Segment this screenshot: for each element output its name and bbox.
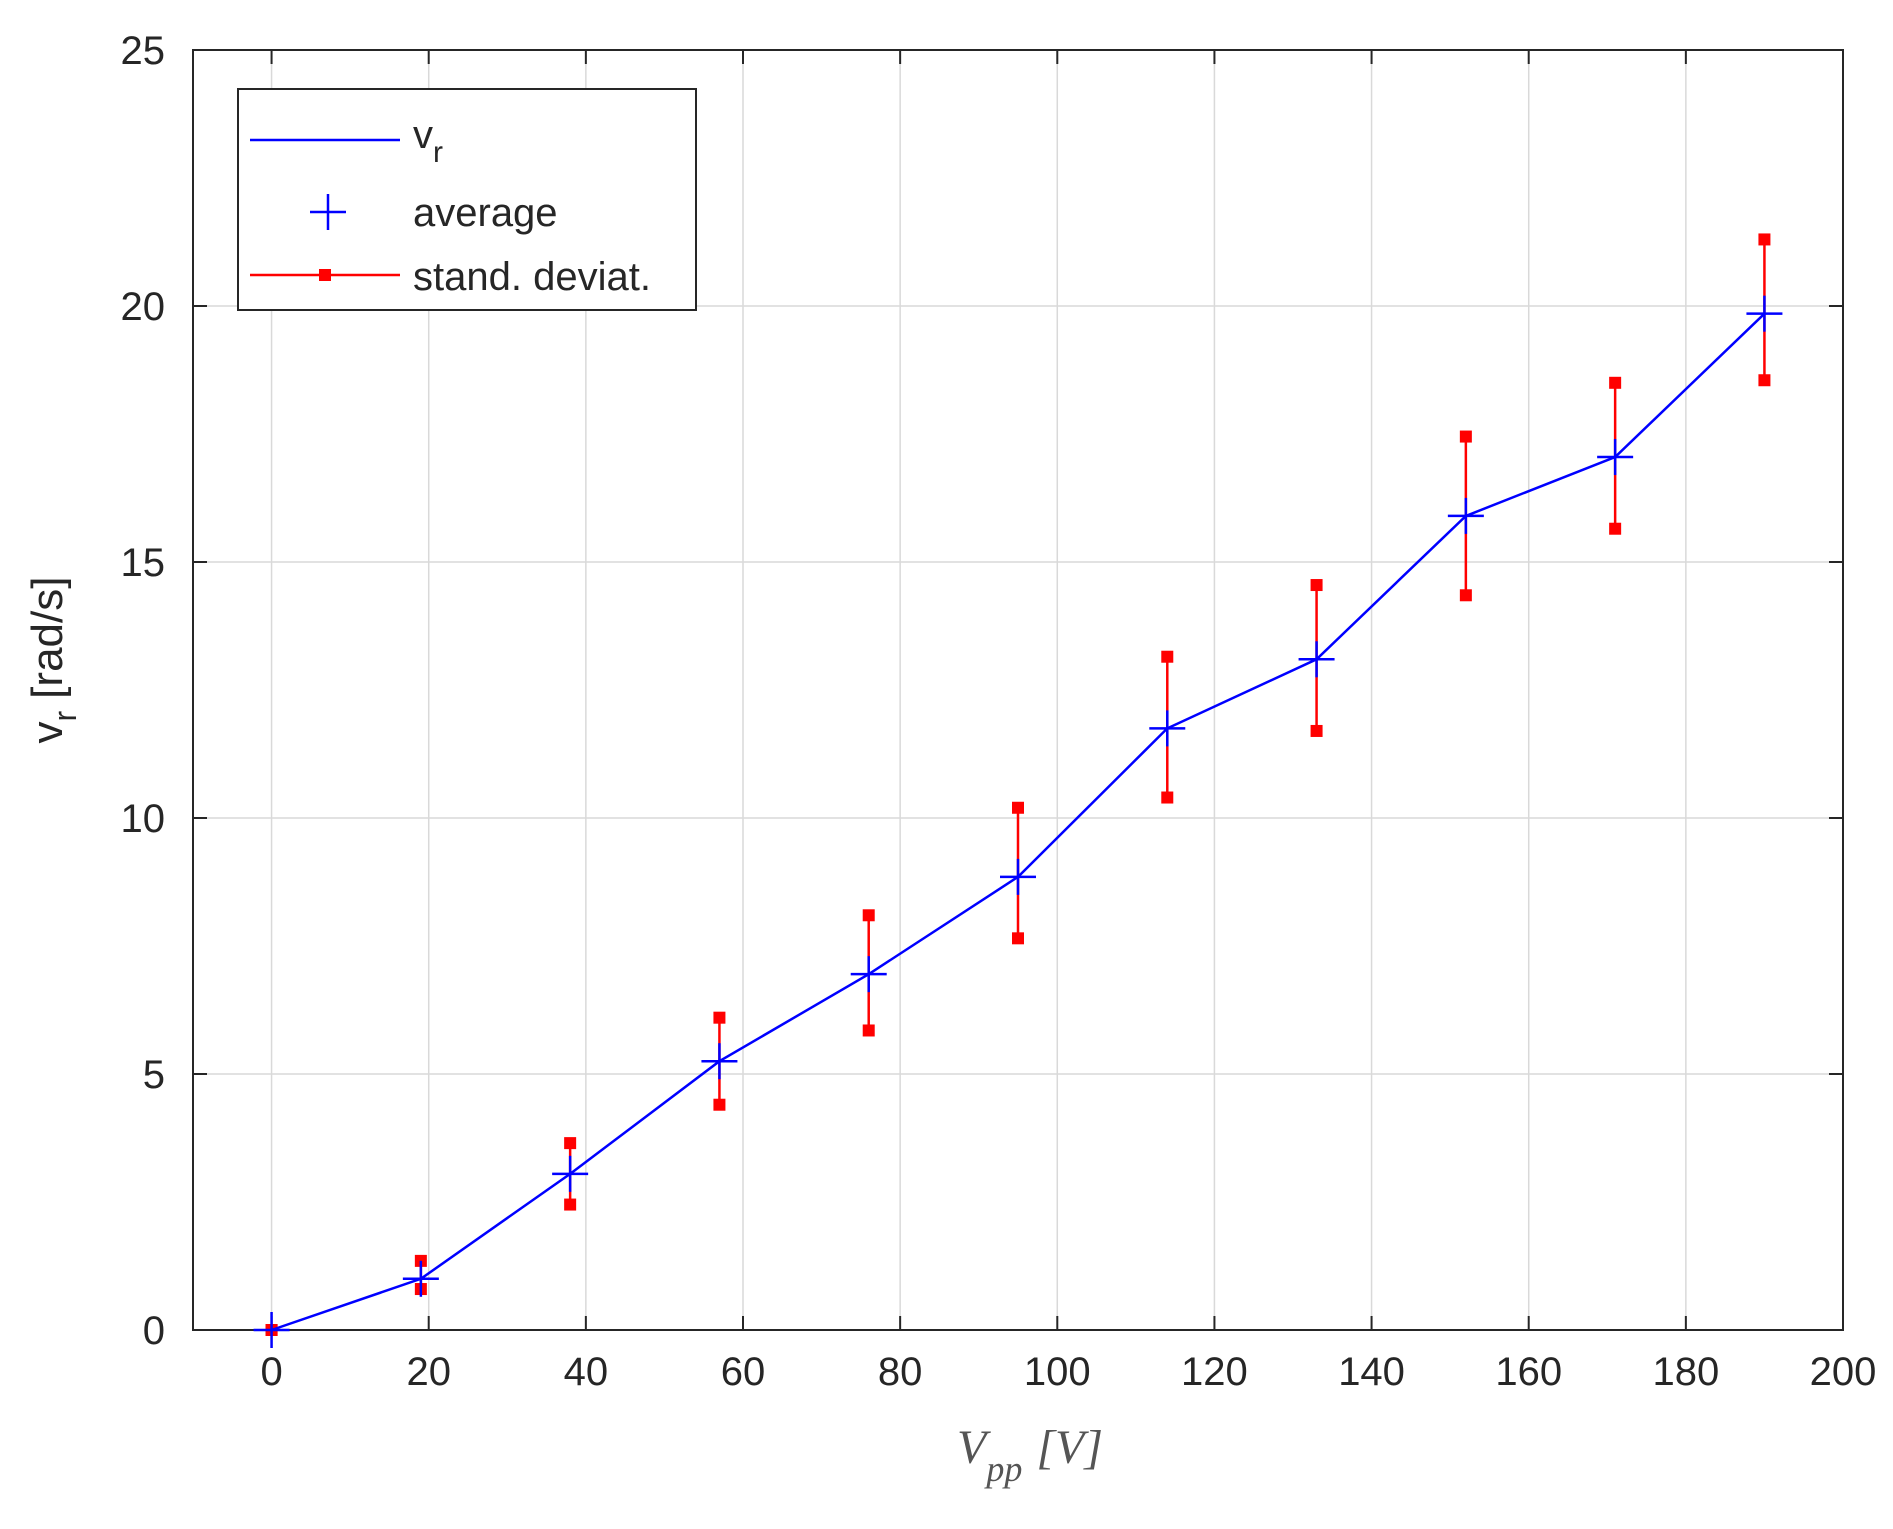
error-bar-upper-cap — [1609, 376, 1622, 389]
error-bar-lower-cap — [1161, 791, 1174, 804]
x-tick-label: 200 — [1810, 1350, 1877, 1394]
x-tick-label: 100 — [1024, 1350, 1091, 1394]
error-bar-upper-cap — [862, 909, 875, 922]
error-bar-lower-cap — [713, 1098, 726, 1111]
legend-label-average: average — [413, 191, 558, 235]
average-point — [1746, 295, 1783, 332]
legend-label-std: stand. deviat. — [413, 255, 651, 299]
x-tick-label: 160 — [1495, 1350, 1562, 1394]
x-tick-label: 0 — [260, 1350, 282, 1394]
legend-errorbar-swatch — [250, 269, 400, 281]
error-bar-upper-cap — [564, 1137, 577, 1150]
y-tick-label: 20 — [121, 285, 166, 329]
y-tick-label: 15 — [121, 541, 166, 585]
y-tick-label: 25 — [121, 29, 166, 73]
average-point — [1597, 439, 1634, 476]
average-point — [1149, 710, 1186, 747]
average-point — [850, 956, 887, 993]
error-bar-lower-cap — [1012, 932, 1024, 945]
x-tick-label: 20 — [406, 1350, 451, 1394]
legend-box — [237, 88, 697, 311]
error-bar-lower-cap — [1459, 589, 1472, 602]
legend-label-vr: vr — [413, 113, 443, 169]
error-bar-upper-cap — [1012, 801, 1024, 814]
error-bar-upper-cap — [1310, 579, 1323, 592]
error-bar-lower-cap — [1758, 374, 1771, 387]
error-bar-upper-cap — [713, 1011, 726, 1024]
y-axis-label-unit: [rad/s] — [23, 577, 72, 699]
x-tick-label: 60 — [721, 1350, 766, 1394]
average-point — [552, 1155, 589, 1192]
error-bar-lower-cap — [1310, 724, 1323, 737]
axis-ticks — [193, 49, 1844, 1331]
legend-label-vr-main: v — [413, 113, 433, 157]
x-axis-label-unit: [V] — [1036, 1421, 1103, 1474]
x-axis-label-main: V — [957, 1421, 991, 1474]
average-point — [1447, 497, 1484, 534]
y-tick-label: 5 — [143, 1053, 165, 1097]
x-axis-label-sub: pp — [983, 1449, 1022, 1489]
error-bar-upper-cap — [1459, 430, 1472, 443]
x-tick-label: 40 — [564, 1350, 609, 1394]
average-point — [253, 1312, 290, 1348]
legend-plus-marker — [310, 194, 346, 230]
error-bar-lower-cap — [564, 1198, 577, 1211]
y-axis-label-sub: r — [47, 710, 83, 721]
error-bar-lower-cap — [1609, 522, 1622, 535]
average-point — [1000, 858, 1036, 895]
y-axis-label: vr [rad/s] — [23, 577, 83, 744]
tick-labels: 0 20 40 60 80 100 120 140 160 180 200 0 5 10 15 20 25 — [121, 29, 1877, 1394]
y-axis-label-main: v — [23, 721, 72, 743]
x-tick-label: 180 — [1652, 1350, 1719, 1394]
error-bar-lower-cap — [862, 1024, 875, 1037]
average-point — [701, 1043, 738, 1080]
x-tick-label: 120 — [1181, 1350, 1248, 1394]
legend-label-vr-sub: r — [433, 136, 443, 169]
y-tick-label: 0 — [143, 1309, 165, 1353]
x-axis-label: Vpp [V] — [957, 1421, 1103, 1489]
plot-area-frame — [192, 49, 1844, 1331]
error-bar-upper-cap — [1161, 650, 1174, 663]
legend: vr average stand. deviat. — [237, 88, 697, 311]
average-point — [1298, 641, 1335, 678]
x-tick-label: 140 — [1338, 1350, 1405, 1394]
data-layer — [253, 233, 1783, 1348]
y-tick-label: 10 — [121, 797, 166, 841]
error-bar-upper-cap — [1758, 233, 1771, 246]
average-point — [402, 1260, 439, 1297]
x-tick-label: 80 — [878, 1350, 923, 1394]
